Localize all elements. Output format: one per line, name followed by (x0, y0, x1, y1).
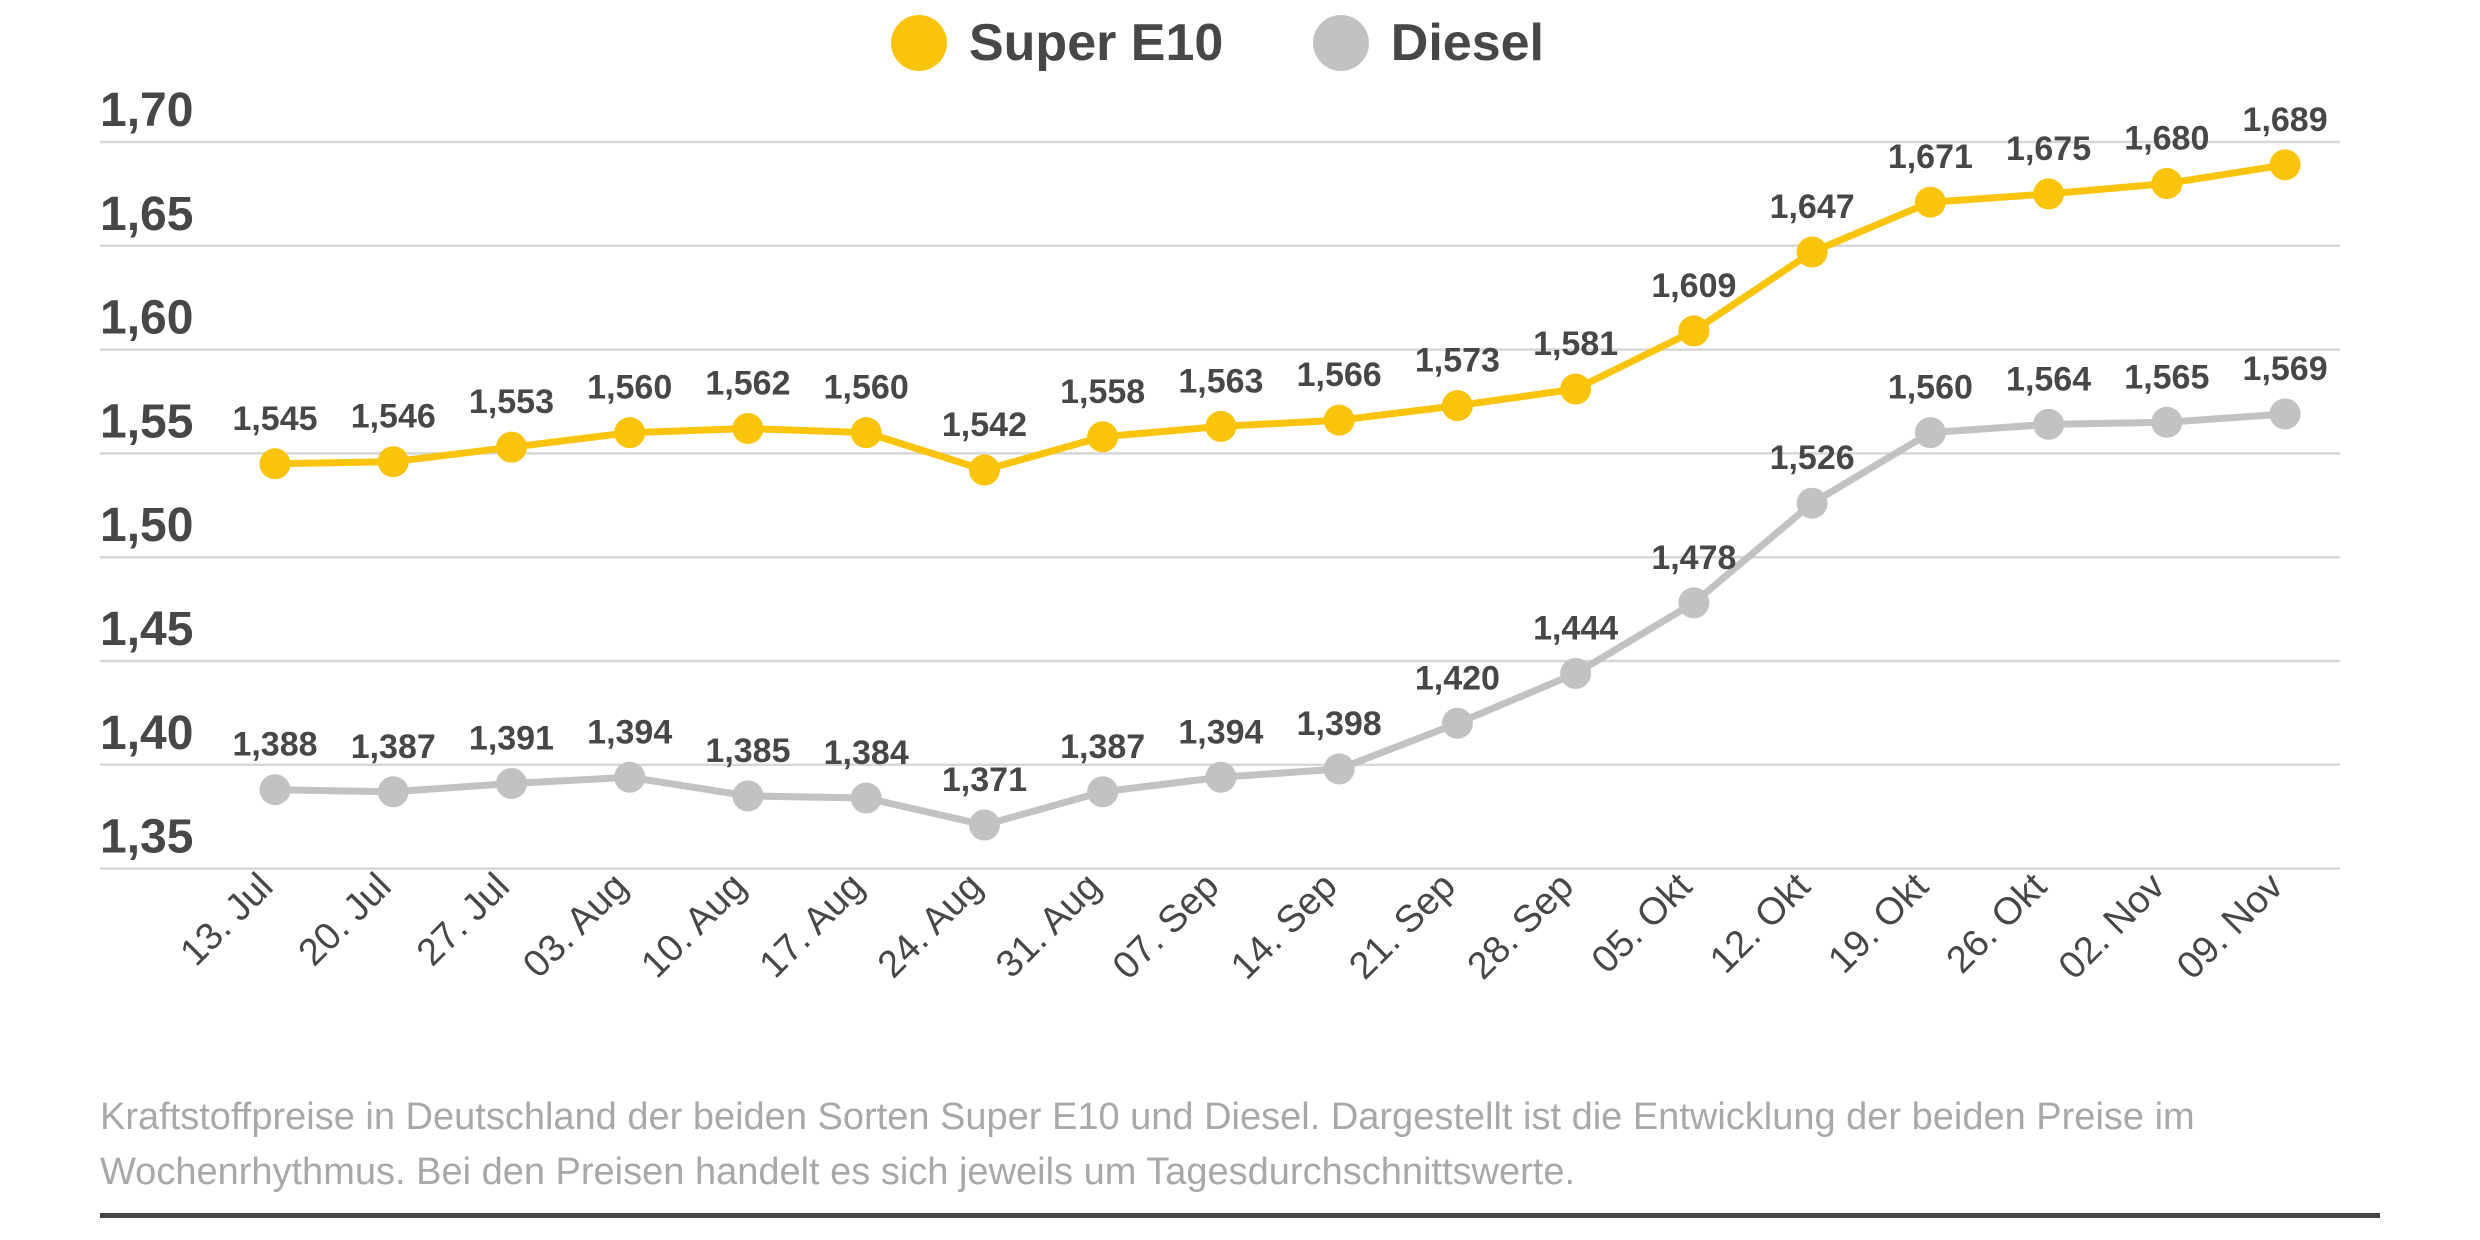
svg-text:1,553: 1,553 (469, 383, 554, 421)
svg-text:03. Aug: 03. Aug (515, 865, 636, 986)
svg-text:1,391: 1,391 (469, 719, 554, 757)
svg-text:1,542: 1,542 (942, 406, 1027, 444)
svg-text:19. Okt: 19. Okt (1820, 865, 1937, 982)
svg-text:1,60: 1,60 (100, 292, 193, 345)
svg-text:1,680: 1,680 (2124, 120, 2209, 158)
svg-text:24. Aug: 24. Aug (870, 865, 991, 986)
svg-text:1,70: 1,70 (100, 84, 193, 137)
svg-text:1,573: 1,573 (1415, 342, 1500, 380)
svg-text:1,569: 1,569 (2243, 350, 2328, 388)
svg-text:1,388: 1,388 (232, 726, 317, 764)
svg-text:1,387: 1,387 (351, 728, 436, 766)
svg-text:1,385: 1,385 (705, 732, 790, 770)
svg-text:20. Jul: 20. Jul (291, 865, 400, 974)
svg-text:1,394: 1,394 (1178, 713, 1263, 751)
svg-text:1,560: 1,560 (1888, 369, 1973, 407)
svg-text:1,394: 1,394 (587, 713, 672, 751)
svg-text:1,371: 1,371 (942, 761, 1027, 799)
svg-text:1,387: 1,387 (1060, 728, 1145, 766)
svg-text:1,563: 1,563 (1178, 362, 1263, 400)
svg-text:1,526: 1,526 (1770, 439, 1855, 477)
svg-text:1,689: 1,689 (2243, 101, 2328, 139)
svg-text:13. Jul: 13. Jul (172, 865, 281, 974)
svg-text:1,609: 1,609 (1651, 267, 1736, 305)
svg-text:1,55: 1,55 (100, 395, 193, 448)
svg-text:28. Sep: 28. Sep (1460, 865, 1582, 987)
svg-text:1,420: 1,420 (1415, 659, 1500, 697)
svg-text:1,478: 1,478 (1651, 539, 1736, 577)
svg-text:12. Okt: 12. Okt (1702, 865, 1819, 982)
svg-text:02. Nov: 02. Nov (2051, 865, 2173, 987)
svg-text:1,545: 1,545 (232, 400, 317, 438)
svg-text:1,398: 1,398 (1297, 705, 1382, 743)
svg-text:1,444: 1,444 (1533, 609, 1618, 647)
svg-text:1,35: 1,35 (100, 811, 193, 864)
svg-text:1,562: 1,562 (705, 364, 790, 402)
svg-text:1,560: 1,560 (587, 369, 672, 407)
svg-text:26. Okt: 26. Okt (1939, 865, 2056, 982)
svg-text:1,647: 1,647 (1770, 188, 1855, 226)
svg-text:1,65: 1,65 (100, 188, 193, 241)
svg-text:09. Nov: 09. Nov (2169, 865, 2291, 987)
svg-text:1,564: 1,564 (2006, 360, 2091, 398)
svg-text:21. Sep: 21. Sep (1341, 865, 1463, 987)
svg-text:1,560: 1,560 (824, 369, 909, 407)
svg-text:1,671: 1,671 (1888, 138, 1973, 176)
svg-text:05. Okt: 05. Okt (1584, 865, 1701, 982)
svg-text:1,40: 1,40 (100, 707, 193, 760)
svg-text:17. Aug: 17. Aug (752, 865, 873, 986)
svg-text:1,581: 1,581 (1533, 325, 1618, 363)
svg-text:1,384: 1,384 (824, 734, 909, 772)
svg-text:07. Sep: 07. Sep (1105, 865, 1227, 987)
svg-text:1,546: 1,546 (351, 398, 436, 436)
svg-text:14. Sep: 14. Sep (1223, 865, 1345, 987)
svg-text:31. Aug: 31. Aug (988, 865, 1109, 986)
svg-text:1,45: 1,45 (100, 603, 193, 656)
svg-text:1,50: 1,50 (100, 499, 193, 552)
svg-text:10. Aug: 10. Aug (633, 865, 754, 986)
svg-text:1,565: 1,565 (2124, 358, 2209, 396)
svg-text:1,558: 1,558 (1060, 373, 1145, 411)
svg-text:1,566: 1,566 (1297, 356, 1382, 394)
svg-text:27. Jul: 27. Jul (409, 865, 518, 974)
svg-text:1,675: 1,675 (2006, 130, 2091, 168)
